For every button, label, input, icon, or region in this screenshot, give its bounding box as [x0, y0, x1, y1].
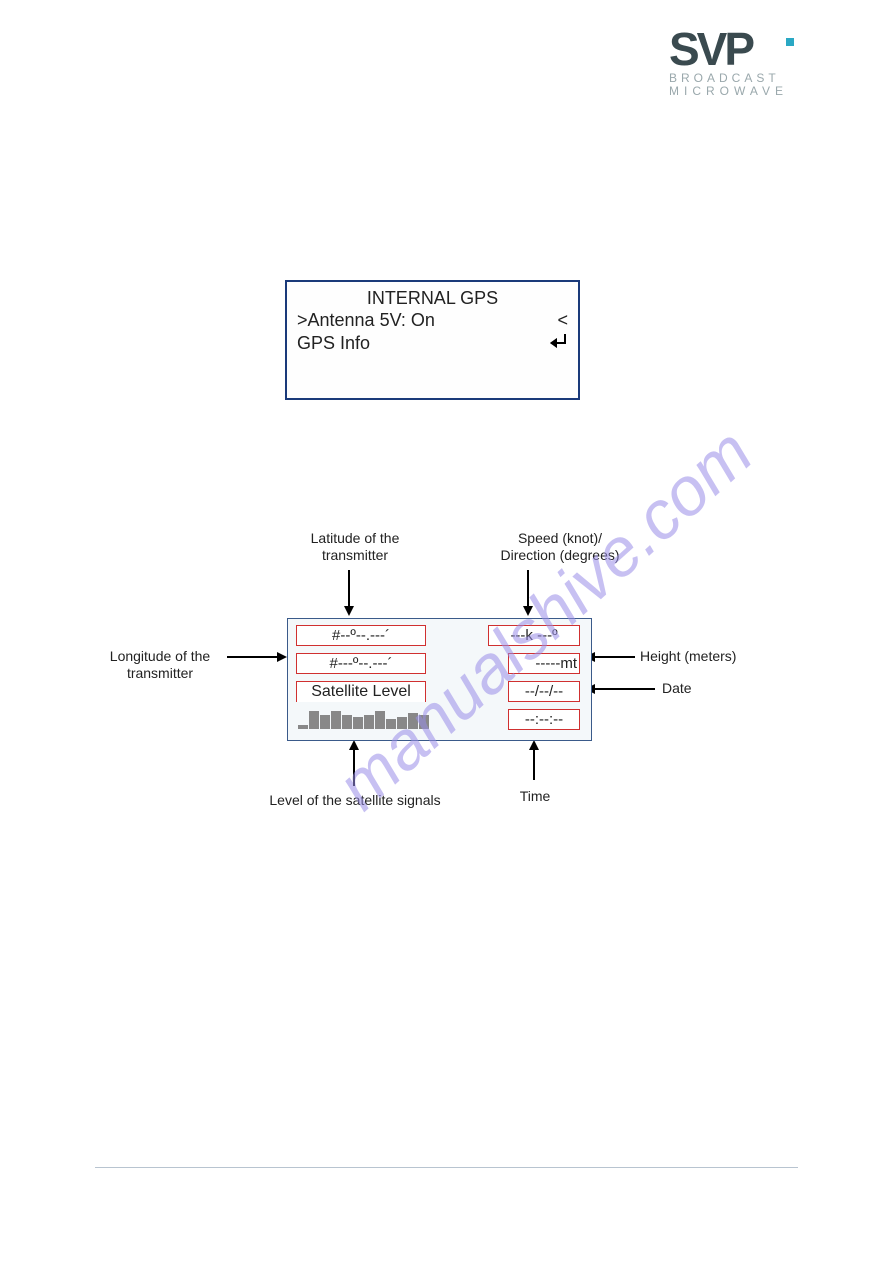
arrow-speed-line: [527, 570, 529, 608]
arrow-longitude-line: [227, 656, 279, 658]
arrow-latitude-head-icon: [344, 606, 354, 616]
logo: SVP BROADCAST MICROWAVE: [669, 30, 788, 98]
satellite-bar: [353, 717, 363, 729]
satlevel-text: Satellite Level: [311, 683, 411, 700]
satellite-bar: [397, 717, 407, 729]
satellite-bar: [408, 713, 418, 729]
logo-dot-icon: [786, 38, 794, 46]
satellite-bar: [364, 715, 374, 729]
lcd-row-antenna: >Antenna 5V: On <: [297, 309, 568, 332]
gps-diagram: Latitude of the transmitter Speed (knot)…: [95, 530, 805, 820]
footer-divider: [95, 1167, 798, 1168]
label-satlevel: Level of the satellite signals: [245, 792, 465, 809]
label-height: Height (meters): [640, 648, 736, 665]
field-time: --:--:--: [508, 709, 580, 730]
field-satlevel-label: Satellite Level: [296, 681, 426, 702]
enter-arrow-icon: [550, 332, 568, 350]
logo-sub2: MICROWAVE: [669, 84, 788, 98]
lcd-cursor-icon: <: [557, 309, 568, 332]
label-longitude: Longitude of the transmitter: [95, 648, 225, 682]
label-time: Time: [510, 788, 560, 805]
field-longitude: #---º--.---´: [296, 653, 426, 674]
field-latitude: #--º--.---´: [296, 625, 426, 646]
label-date: Date: [662, 680, 692, 697]
satellite-bar: [309, 711, 319, 729]
lcd-row-gpsinfo: GPS Info: [297, 332, 568, 355]
lcd-menu: INTERNAL GPS >Antenna 5V: On < GPS Info: [285, 280, 580, 400]
arrow-satlevel-line: [353, 748, 355, 786]
logo-main: SVP: [669, 30, 788, 69]
label-speed: Speed (knot)/ Direction (degrees): [490, 530, 630, 564]
satellite-bar: [298, 725, 308, 729]
field-date: --/--/--: [508, 681, 580, 702]
satellite-bar: [386, 719, 396, 729]
field-speed: ---k ---º: [488, 625, 580, 646]
arrow-time-line: [533, 748, 535, 780]
arrow-longitude-head-icon: [277, 652, 287, 662]
arrow-date-line: [593, 688, 655, 690]
satellite-bars: [298, 707, 429, 729]
satellite-bar: [320, 715, 330, 729]
lcd-title: INTERNAL GPS: [297, 288, 568, 309]
satellite-bar: [375, 711, 385, 729]
satellite-bar: [331, 711, 341, 729]
satellite-bar: [419, 715, 429, 729]
lcd-antenna-label: >Antenna 5V: On: [297, 309, 435, 332]
arrow-time-head-icon: [529, 740, 539, 750]
satellite-bar: [342, 715, 352, 729]
arrow-height-line: [593, 656, 635, 658]
arrow-speed-head-icon: [523, 606, 533, 616]
arrow-latitude-line: [348, 570, 350, 608]
gps-panel: #--º--.---´ #---º--.---´ Satellite Level…: [287, 618, 592, 741]
lcd-gpsinfo-label: GPS Info: [297, 332, 370, 355]
label-latitude: Latitude of the transmitter: [295, 530, 415, 564]
arrow-satlevel-head-icon: [349, 740, 359, 750]
field-height: -----mt: [508, 653, 580, 674]
